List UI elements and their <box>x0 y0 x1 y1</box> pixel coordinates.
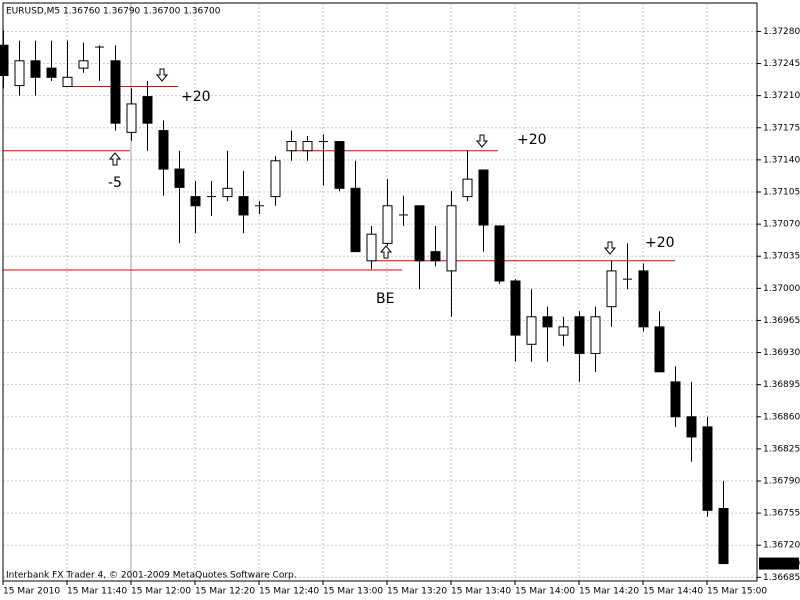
x-tick-label: 15 Mar 14:00 <box>515 587 575 597</box>
footer: Interbank FX Trader 4, © 2001-2009 MetaQ… <box>6 571 297 581</box>
candle-body <box>286 141 297 152</box>
x-tick-label: 15 Mar 15:00 <box>707 587 767 597</box>
trade-arrow <box>379 245 393 259</box>
candle-body <box>510 280 521 336</box>
x-tick-label: 15 Mar 14:40 <box>643 587 703 597</box>
candle-body <box>334 141 345 189</box>
annotation: +20 <box>645 235 675 251</box>
x-tick-label: 15 Mar 13:00 <box>323 587 383 597</box>
candle-body <box>526 316 537 345</box>
candle-body <box>158 130 169 170</box>
candle-body <box>462 178 473 198</box>
y-tick-label: 1.36965 <box>763 316 800 326</box>
y-tick-label: 1.36895 <box>763 380 800 390</box>
candle-body <box>558 326 569 336</box>
y-tick-label: 1.37210 <box>763 91 800 101</box>
candle-body <box>446 205 457 272</box>
y-tick-label: 1.37245 <box>763 59 800 69</box>
candle-body <box>542 316 553 328</box>
annotation: +20 <box>517 132 547 148</box>
x-tick-label: 15 Mar 12:20 <box>195 587 255 597</box>
candle-body <box>350 187 361 253</box>
trade-arrow <box>108 152 122 166</box>
candle-body <box>606 270 617 308</box>
y-tick-label: 1.36685 <box>763 573 800 583</box>
current-price-box <box>759 557 799 570</box>
candle-body <box>222 187 233 198</box>
x-tick-label: 15 Mar 12:00 <box>131 587 191 597</box>
candle-body <box>174 168 185 188</box>
candle-body <box>14 60 25 87</box>
trade-arrow <box>155 68 169 82</box>
candle-body <box>110 60 121 124</box>
current-price-label: 1.36700 <box>763 559 800 569</box>
y-tick-label: 1.37105 <box>763 187 800 197</box>
candle-body <box>126 103 137 133</box>
y-tick-label: 1.37070 <box>763 220 800 230</box>
candle-body <box>574 316 585 354</box>
trade-arrow <box>475 134 489 148</box>
x-tick-label: 15 Mar 2010 <box>3 587 60 597</box>
candle-body <box>590 316 601 354</box>
candle-body <box>302 141 313 152</box>
y-tick-label: 1.36755 <box>763 509 800 519</box>
candle-body <box>46 67 57 78</box>
y-tick-label: 1.36860 <box>763 412 800 422</box>
candle-body <box>142 96 153 124</box>
candle-body <box>654 326 665 373</box>
candle-body <box>494 225 505 282</box>
candle-body <box>0 44 9 76</box>
candle-body <box>638 270 649 328</box>
x-tick-label: 15 Mar 13:40 <box>451 587 511 597</box>
annotation: +20 <box>181 89 211 105</box>
candle-body <box>702 426 713 511</box>
annotation: -5 <box>108 175 122 191</box>
x-tick-label: 15 Mar 13:20 <box>387 587 447 597</box>
y-tick-label: 1.37175 <box>763 123 800 133</box>
y-tick-label: 1.37000 <box>763 284 800 294</box>
annotation: BE <box>376 291 394 307</box>
x-tick-label: 15 Mar 12:40 <box>259 587 319 597</box>
candle-body <box>78 60 89 69</box>
y-tick-label: 1.36720 <box>763 541 800 551</box>
candle-body <box>382 205 393 244</box>
plot-frame <box>2 2 758 582</box>
candle-body <box>270 160 281 198</box>
x-tick-label: 15 Mar 14:20 <box>579 587 639 597</box>
candle-body <box>62 76 73 87</box>
y-tick-label: 1.37140 <box>763 155 800 165</box>
candle-body <box>670 381 681 418</box>
candle-body <box>718 508 729 565</box>
trade-arrow <box>603 241 617 255</box>
y-tick-label: 1.36790 <box>763 476 800 486</box>
candle-body <box>30 60 41 78</box>
candle-body <box>686 416 697 438</box>
y-tick-label: 1.37035 <box>763 252 800 262</box>
x-tick-label: 15 Mar 11:40 <box>67 587 127 597</box>
candle-body <box>366 233 377 262</box>
y-tick-label: 1.36930 <box>763 348 800 358</box>
candle-body <box>430 251 441 262</box>
chart-title: EURUSD,M5 1.36760 1.36790 1.36700 1.3670… <box>6 7 221 17</box>
candle-body <box>414 205 425 262</box>
candle-body <box>190 196 201 207</box>
y-tick-label: 1.37280 <box>763 27 800 37</box>
candle-body <box>478 169 489 226</box>
candle-body <box>238 196 249 216</box>
y-tick-label: 1.36825 <box>763 444 800 454</box>
